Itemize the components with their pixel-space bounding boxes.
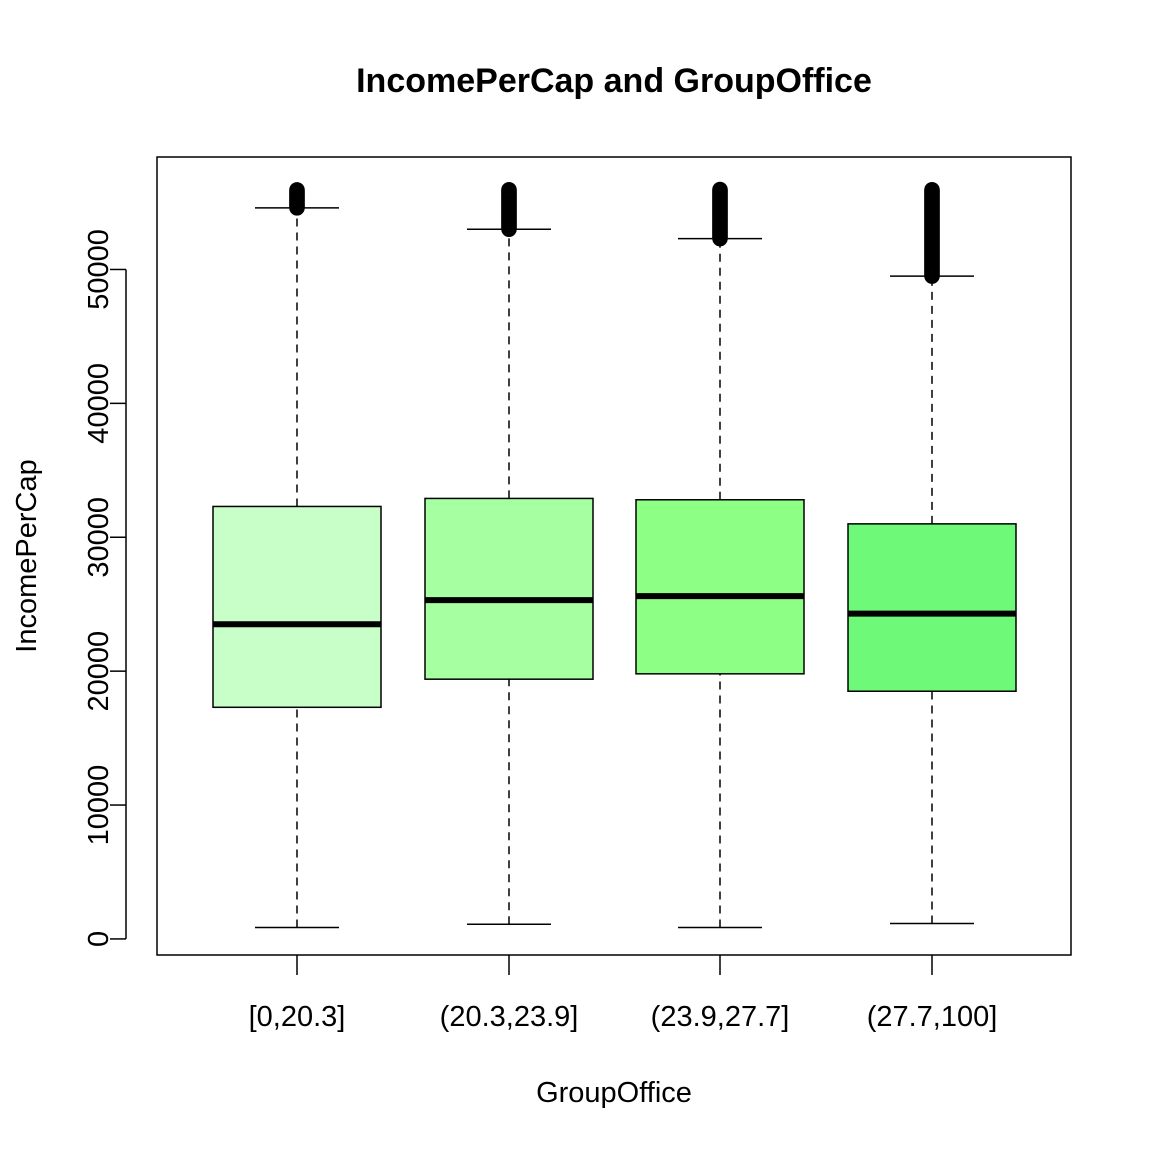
box-group-0: [212, 182, 382, 929]
box-2: [635, 499, 805, 675]
outlier-point: [712, 181, 728, 198]
outliers-1: [501, 181, 517, 238]
box-3: [847, 523, 1017, 692]
x-axis-label: GroupOffice: [536, 1077, 692, 1109]
box-group-2: [635, 181, 805, 929]
y-tick-label-4: 40000: [83, 363, 115, 444]
box-0: [212, 505, 382, 709]
x-tick-label-3: (27.7,100]: [867, 1001, 998, 1033]
outliers-0: [289, 182, 305, 216]
y-tick-label-1: 10000: [83, 765, 115, 846]
outliers-3: [924, 182, 940, 284]
outlier-point: [501, 181, 517, 198]
x-axis: [0,20.3] (20.3,23.9] (23.9,27.7] (27.7,100]: [249, 955, 998, 1033]
y-tick-label-5: 50000: [83, 229, 115, 310]
x-tick-label-2: (23.9,27.7]: [651, 1001, 790, 1033]
plot-frame: [156, 156, 1072, 956]
box-group-3: [847, 182, 1017, 925]
box-1: [424, 497, 594, 680]
box-group-1: [424, 181, 594, 925]
chart-title: IncomePerCap and GroupOffice: [356, 62, 872, 100]
x-tick-label-1: (20.3,23.9]: [440, 1001, 579, 1033]
y-axis: 0 10000 20000 30000 40000 50000: [83, 229, 127, 947]
plot-marks: [212, 181, 1017, 929]
outlier-point: [924, 182, 940, 198]
x-tick-label-0: [0,20.3]: [249, 1001, 346, 1033]
outlier-point: [289, 182, 305, 198]
outliers-2: [712, 181, 728, 247]
y-tick-label-2: 20000: [83, 631, 115, 712]
y-tick-label-3: 30000: [83, 497, 115, 578]
y-axis-label: IncomePerCap: [11, 459, 43, 652]
y-tick-label-0: 0: [83, 931, 115, 947]
